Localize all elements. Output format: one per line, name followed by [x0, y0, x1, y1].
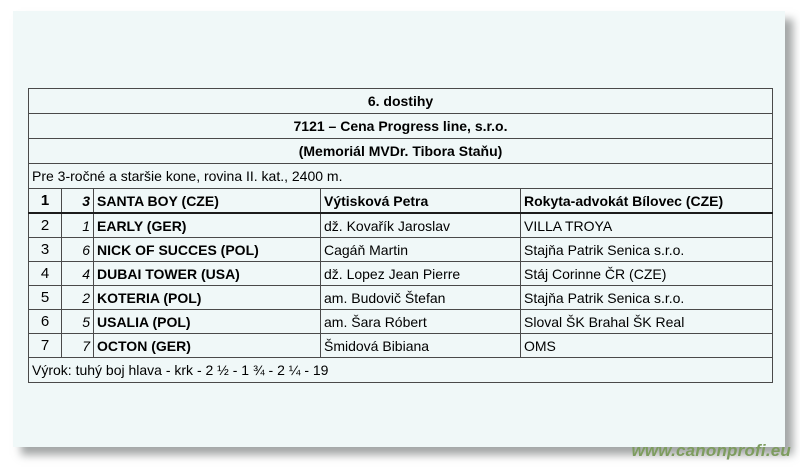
start-number-cell: 5: [61, 309, 94, 334]
race-conditions: Pre 3-ročné a staršie kone, rovina II. k…: [27, 163, 774, 189]
rider-name-cell: Cagáň Martin: [320, 237, 521, 262]
race-name: 7121 – Cena Progress line, s.r.o.: [27, 113, 774, 139]
race-verdict: Výrok: tuhý boj hlava - krk - 2 ½ - 1 ¾ …: [27, 357, 774, 383]
race-results-table: 6. dostihy 7121 – Cena Progress line, s.…: [27, 88, 774, 383]
owner-name-cell: Stáj Corinne ČR (CZE): [519, 261, 774, 286]
place-cell: 3: [28, 237, 62, 262]
result-row: 1 3 SANTA BOY (CZE) Výtisková Petra Roky…: [28, 188, 774, 214]
start-number-cell: 2: [61, 285, 94, 310]
race-conditions-row: Pre 3-ročné a staršie kone, rovina II. k…: [27, 163, 774, 189]
horse-name-cell: DUBAI TOWER (USA): [93, 261, 321, 286]
owner-name-cell: OMS: [519, 333, 774, 358]
race-memorial-row: (Memoriál MVDr. Tibora Staňu): [27, 138, 774, 164]
place-cell: 5: [28, 285, 62, 310]
rider-name-cell: Šmidová Bibiana: [320, 333, 521, 358]
start-number-cell: 4: [61, 261, 94, 286]
start-number-cell: 1: [61, 212, 94, 238]
result-row: 4 4 DUBAI TOWER (USA) dž. Lopez Jean Pie…: [28, 261, 774, 286]
result-row: 7 7 OCTON (GER) Šmidová Bibiana OMS: [28, 333, 774, 358]
place-cell: 7: [28, 333, 62, 358]
owner-name-cell: Stajňa Patrik Senica s.r.o.: [519, 285, 774, 310]
result-row: 6 5 USALIA (POL) am. Šara Róbert Sloval …: [28, 309, 774, 334]
rider-name-cell: am. Šara Róbert: [320, 309, 521, 334]
rider-name-cell: dž. Kovařík Jaroslav: [320, 212, 521, 238]
result-row: 3 6 NICK OF SUCCES (POL) Cagáň Martin St…: [28, 237, 774, 262]
place-cell: 6: [28, 309, 62, 334]
horse-name-cell: KOTERIA (POL): [93, 285, 321, 310]
document-page: 6. dostihy 7121 – Cena Progress line, s.…: [13, 11, 785, 447]
result-row: 5 2 KOTERIA (POL) am. Budovič Štefan Sta…: [28, 285, 774, 310]
watermark-url: www.canonprofi.eu: [631, 441, 791, 460]
horse-name-cell: USALIA (POL): [93, 309, 321, 334]
horse-name-cell: SANTA BOY (CZE): [93, 188, 321, 214]
race-memorial: (Memoriál MVDr. Tibora Staňu): [27, 138, 774, 164]
race-name-row: 7121 – Cena Progress line, s.r.o.: [27, 113, 774, 139]
rider-name-cell: am. Budovič Štefan: [320, 285, 521, 310]
result-row: 2 1 EARLY (GER) dž. Kovařík Jaroslav VIL…: [28, 212, 774, 238]
place-cell: 1: [28, 188, 62, 214]
place-cell: 4: [28, 261, 62, 286]
owner-name-cell: Sloval ŠK Brahal ŠK Real: [519, 309, 774, 334]
rider-name-cell: Výtisková Petra: [320, 188, 521, 214]
owner-name-cell: Stajňa Patrik Senica s.r.o.: [519, 237, 774, 262]
owner-name-cell: VILLA TROYA: [519, 212, 774, 238]
verdict-row: Výrok: tuhý boj hlava - krk - 2 ½ - 1 ¾ …: [27, 357, 774, 383]
start-number-cell: 3: [61, 188, 94, 214]
horse-name-cell: EARLY (GER): [93, 212, 321, 238]
horse-name-cell: OCTON (GER): [93, 333, 321, 358]
rider-name-cell: dž. Lopez Jean Pierre: [320, 261, 521, 286]
race-title-row: 6. dostihy: [27, 88, 774, 114]
owner-name-cell: Rokyta-advokát Bílovec (CZE): [519, 188, 774, 214]
start-number-cell: 7: [61, 333, 94, 358]
start-number-cell: 6: [61, 237, 94, 262]
horse-name-cell: NICK OF SUCCES (POL): [93, 237, 321, 262]
place-cell: 2: [28, 212, 62, 238]
race-title: 6. dostihy: [27, 88, 774, 114]
